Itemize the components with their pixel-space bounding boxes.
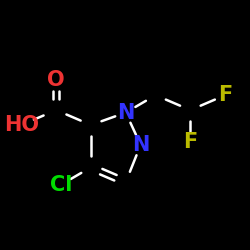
Text: N: N	[117, 102, 134, 122]
Text: N: N	[132, 135, 149, 155]
Text: Cl: Cl	[50, 175, 72, 195]
Text: F: F	[183, 132, 198, 152]
Text: HO: HO	[4, 115, 39, 135]
Text: O: O	[47, 70, 65, 90]
Text: F: F	[218, 85, 232, 105]
